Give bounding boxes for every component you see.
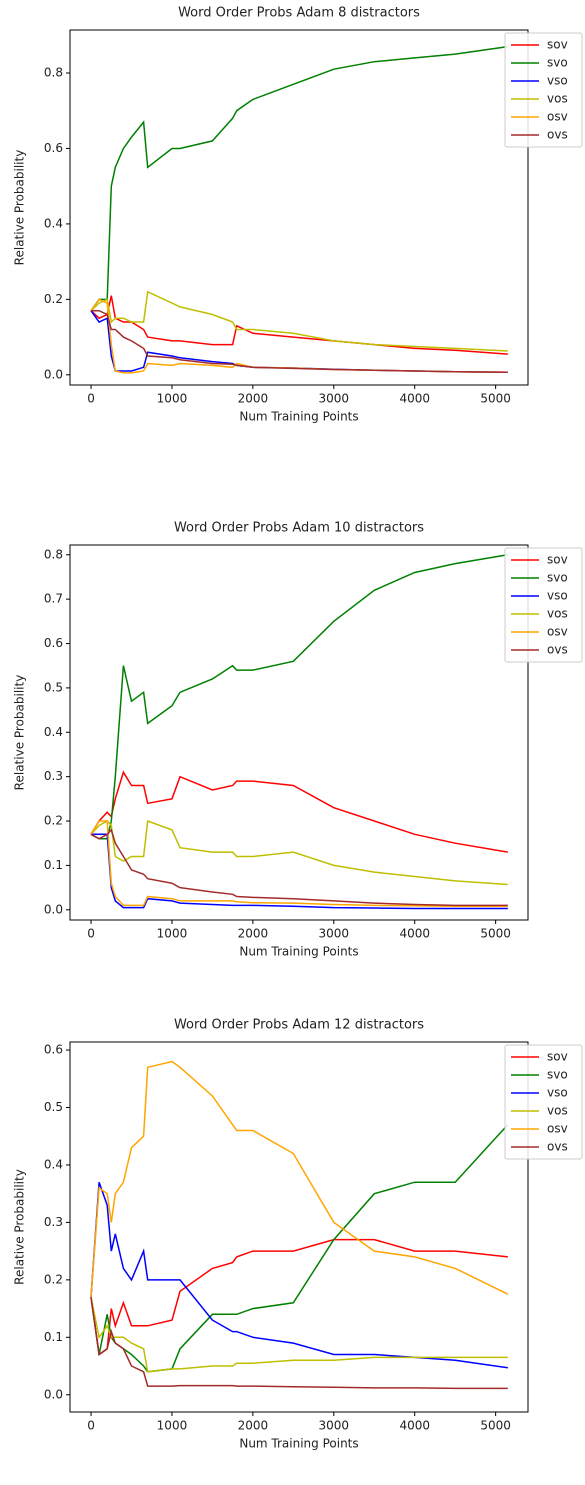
- legend-label: svo: [547, 56, 568, 70]
- legend-label: sov: [547, 553, 568, 567]
- y-tick-label: 0.8: [44, 66, 63, 80]
- series-line: [90, 298, 508, 374]
- legend-label: vso: [547, 589, 568, 603]
- series-line: [90, 1238, 508, 1356]
- series-line: [90, 295, 508, 355]
- legend-box: [504, 32, 583, 148]
- plot-frame: [69, 29, 529, 386]
- legend-label: vso: [547, 74, 568, 88]
- series-line: [90, 1296, 508, 1390]
- x-tick-label: 1000: [157, 392, 188, 406]
- legend-label: vos: [547, 1104, 568, 1118]
- legend-label: vos: [547, 607, 568, 621]
- legend-box: [504, 547, 583, 663]
- legend-label: osv: [547, 625, 568, 639]
- x-tick-label: 2000: [238, 392, 269, 406]
- legend-label: svo: [547, 571, 568, 585]
- legend-label: osv: [547, 110, 568, 124]
- y-tick-label: 0.2: [44, 1272, 63, 1286]
- chart-title: Word Order Probs Adam 8 distractors: [178, 6, 420, 21]
- y-axis-label: Relative Probability: [13, 150, 27, 266]
- x-tick-label: 0: [87, 392, 95, 406]
- legend-label: ovs: [547, 128, 568, 142]
- y-tick-label: 0.3: [44, 769, 63, 783]
- series-line: [91, 833, 508, 910]
- series-line: [90, 819, 508, 886]
- legend-label: svo: [547, 1068, 568, 1082]
- legend-label: vso: [547, 1086, 568, 1100]
- y-tick-label: 0.4: [44, 1157, 63, 1171]
- series-line: [91, 309, 508, 373]
- x-tick-label: 5000: [480, 392, 511, 406]
- legend-label: vos: [547, 92, 568, 106]
- series-line: [90, 1124, 509, 1373]
- y-axis-label: Relative Probability: [13, 675, 27, 791]
- chart-title: Word Order Probs Adam 12 distractors: [174, 1018, 424, 1033]
- legend-label: osv: [547, 1122, 568, 1136]
- y-tick-label: 0.2: [44, 814, 63, 828]
- series-line: [90, 290, 508, 352]
- y-tick-label: 0.5: [44, 680, 63, 694]
- plot-frame: [69, 1041, 529, 1413]
- y-tick-label: 0.3: [44, 1215, 63, 1229]
- series-line: [90, 1181, 508, 1369]
- series-line: [90, 310, 508, 373]
- y-tick-label: 0.1: [44, 858, 63, 872]
- y-tick-label: 0.5: [44, 1100, 63, 1114]
- x-tick-label: 3000: [319, 392, 350, 406]
- x-tick-label: 1000: [157, 1419, 188, 1433]
- y-tick-label: 0.6: [44, 636, 63, 650]
- chart-title: Word Order Probs Adam 10 distractors: [174, 521, 424, 536]
- y-tick-label: 0.0: [44, 902, 63, 916]
- x-tick-label: 2000: [238, 1419, 269, 1433]
- y-tick-label: 0.0: [44, 367, 63, 381]
- y-tick-label: 0.0: [44, 1387, 63, 1401]
- y-tick-label: 0.6: [44, 1043, 63, 1057]
- y-tick-label: 0.1: [44, 1330, 63, 1344]
- x-tick-label: 0: [87, 1419, 95, 1433]
- x-tick-label: 4000: [399, 1419, 430, 1433]
- x-tick-label: 1000: [157, 927, 188, 941]
- y-tick-label: 0.4: [44, 725, 63, 739]
- y-tick-label: 0.8: [44, 547, 63, 561]
- x-axis-label: Num Training Points: [239, 945, 358, 959]
- y-tick-label: 0.4: [44, 216, 63, 230]
- x-tick-label: 0: [87, 927, 95, 941]
- series-line: [90, 554, 508, 840]
- x-tick-label: 4000: [399, 392, 430, 406]
- x-tick-label: 5000: [480, 1419, 511, 1433]
- legend-label: sov: [547, 1050, 568, 1064]
- y-tick-label: 0.2: [44, 292, 63, 306]
- series-line: [90, 820, 508, 907]
- series-line: [90, 45, 508, 312]
- series-line: [90, 770, 508, 853]
- x-tick-label: 3000: [319, 927, 350, 941]
- legend-label: sov: [547, 38, 568, 52]
- series-line: [90, 1296, 508, 1373]
- series-line: [90, 828, 508, 907]
- x-axis-label: Num Training Points: [239, 1437, 358, 1451]
- plot-frame: [69, 544, 529, 921]
- y-tick-label: 0.6: [44, 141, 63, 155]
- legend-box: [504, 1044, 583, 1160]
- y-tick-label: 0.7: [44, 592, 63, 606]
- series-line: [90, 1060, 509, 1298]
- x-tick-label: 2000: [238, 927, 269, 941]
- legend-label: ovs: [547, 643, 568, 657]
- x-tick-label: 4000: [399, 927, 430, 941]
- legend-label: ovs: [547, 1140, 568, 1154]
- x-tick-label: 3000: [319, 1419, 350, 1433]
- y-axis-label: Relative Probability: [13, 1169, 27, 1285]
- x-tick-label: 5000: [480, 927, 511, 941]
- x-axis-label: Num Training Points: [239, 410, 358, 424]
